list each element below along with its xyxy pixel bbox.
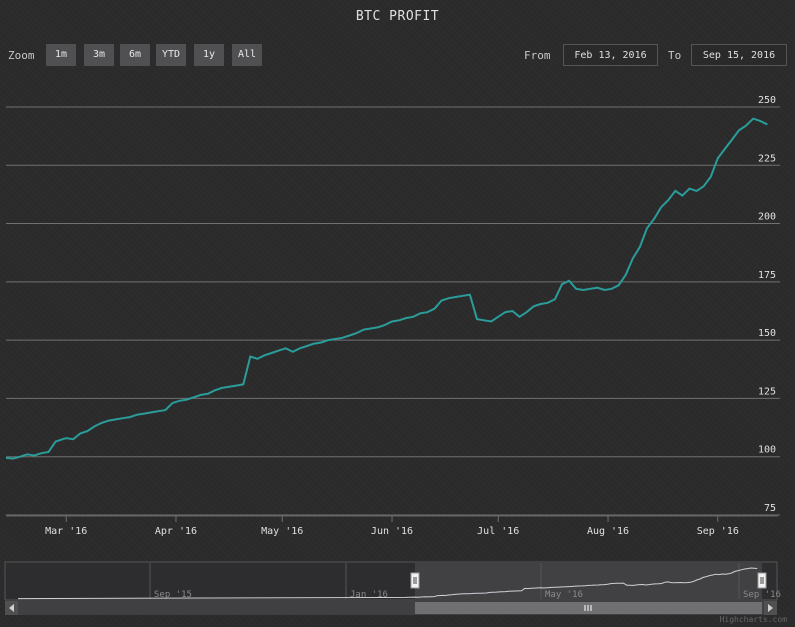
scrollbar[interactable] [5,601,777,615]
zoom-3m-button[interactable]: 3m [84,44,114,66]
y-tick-label: 100 [758,445,776,456]
navigator[interactable]: Sep '15 Jan '16 May '16 Sep '16 [4,561,781,601]
zoom-1y-button[interactable]: 1y [194,44,224,66]
y-tick-label: 250 [758,95,776,106]
zoom-6m-button[interactable]: 6m [120,44,150,66]
navigator-frame [4,561,778,601]
navigator-tick-label: Jan '16 [350,590,388,600]
chart-title: BTC PROFIT [355,9,440,24]
navigator-series-line [17,567,758,600]
zoom-ytd-button[interactable]: YTD [156,44,186,66]
y-tick-label: 175 [758,270,776,281]
x-tick-label: May '16 [261,526,303,537]
range-to-label: To [668,49,682,62]
zoom-1m-button[interactable]: 1m [46,44,76,66]
x-tick-label: Apr '16 [155,526,197,537]
navigator-tick-label: May '16 [545,590,583,600]
arrow-left-icon [9,604,14,612]
y-tick-label: 75 [764,503,776,514]
x-axis: Mar '16 Apr '16 May '16 Jun '16 Jul '16 Aug '… [6,515,778,537]
navigator-tick-label: Sep '16 [743,590,781,600]
x-tick-label: Jul '16 [477,526,519,537]
x-tick-label: Aug '16 [587,526,629,537]
grip-icon [584,605,592,611]
navigator-right-handle[interactable] [757,572,767,589]
credits: Highcharts.com [719,615,787,624]
zoom-label: Zoom [8,49,35,62]
y-axis: 75 100 125 150 175 200 225 250 [758,95,776,514]
y-tick-label: 200 [758,212,776,223]
x-tick-label: Jun '16 [371,526,413,537]
y-tick-label: 225 [758,153,776,164]
range-from-input[interactable]: Feb 13, 2016 [563,44,658,66]
x-tick-label: Mar '16 [45,526,87,537]
navigator-tick-label: Sep '15 [154,590,192,600]
y-tick-label: 125 [758,386,776,397]
grid-lines [6,106,780,516]
arrow-right-icon [768,604,773,612]
series-line [5,117,768,460]
navigator-axis: Sep '15 Jan '16 May '16 Sep '16 [149,563,781,600]
navigator-left-handle[interactable] [410,572,420,589]
zoom-all-button[interactable]: All [232,44,262,66]
x-tick-label: Sep '16 [697,526,739,537]
range-from-label: From [524,49,551,62]
y-tick-label: 150 [758,328,776,339]
range-to-input[interactable]: Sep 15, 2016 [691,44,787,66]
